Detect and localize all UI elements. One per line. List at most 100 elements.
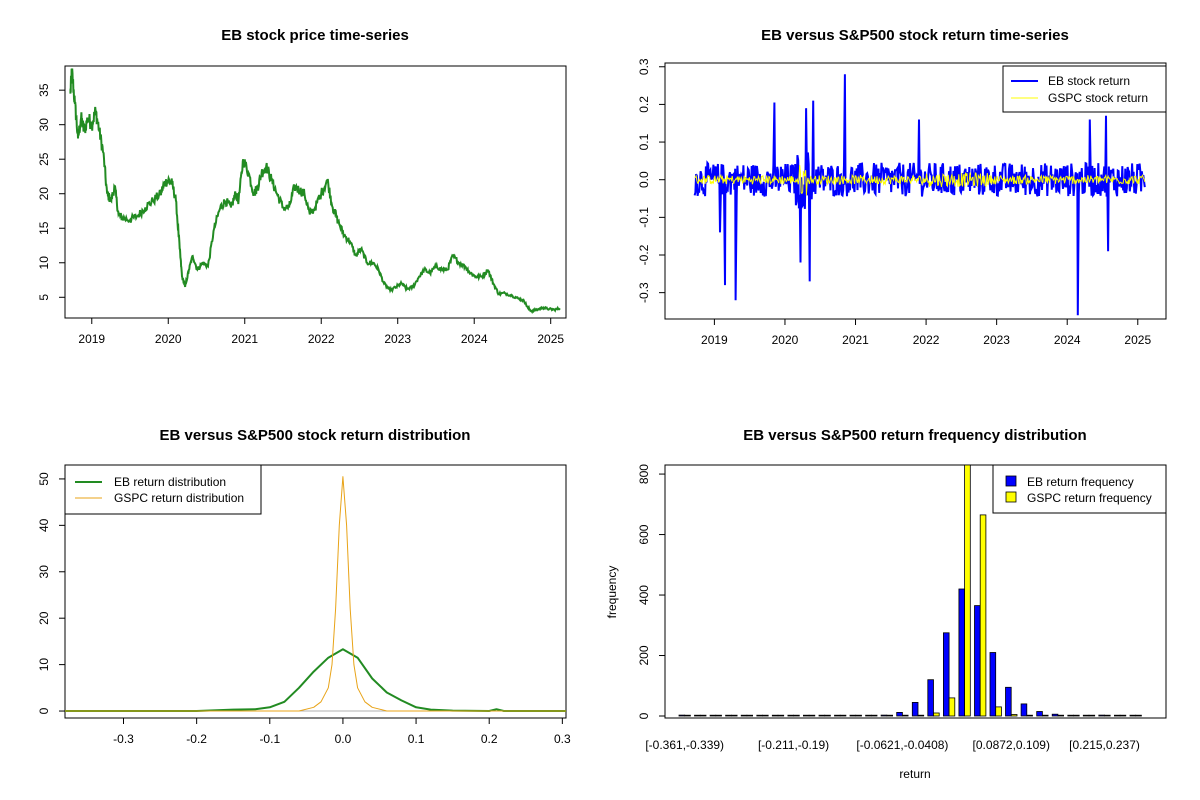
y-tick-label: 0.3: [637, 58, 651, 75]
gspc-frequency-bar: [762, 714, 769, 717]
x-tick-label: [-0.211,-0.19): [758, 738, 829, 752]
eb-frequency-bar: [834, 714, 841, 717]
gspc-frequency-bar: [824, 714, 831, 717]
legend-swatch-gspc: [1005, 491, 1017, 503]
y-tick-label: 600: [637, 524, 651, 544]
y-tick-label: 30: [37, 118, 51, 132]
return-timeseries-legend: EB stock return GSPC stock return: [1002, 65, 1167, 113]
eb-frequency-bar: [1036, 711, 1043, 717]
gspc-frequency-bar: [839, 714, 847, 717]
gspc-frequency-bar: [870, 714, 878, 717]
gspc-frequency-bar: [886, 714, 894, 717]
eb-frequency-bar: [943, 632, 950, 717]
histogram-plot-frame: [664, 464, 1167, 719]
eb-frequency-bar: [974, 605, 981, 717]
gspc-frequency-bar: [731, 714, 738, 717]
gspc-frequency-bar: [917, 714, 925, 717]
x-tick-label: 2021: [842, 333, 869, 347]
price-chart-title: EB stock price time-series: [221, 27, 409, 44]
legend-gspc-label: GSPC return frequency: [1027, 491, 1152, 505]
y-tick-label: 30: [37, 565, 51, 579]
histogram-x-label: return: [899, 767, 930, 781]
price-plot-frame: [64, 65, 567, 319]
legend-eb-label: EB return frequency: [1027, 475, 1134, 489]
price-chart-panel: EB stock price time-series 2019 2020 2021 2…: [37, 27, 567, 346]
y-tick-label: 10: [37, 658, 51, 672]
y-tick-label: 0.0: [637, 171, 651, 188]
eb-frequency-bar: [1020, 703, 1028, 717]
gspc-frequency-bar: [1119, 714, 1127, 717]
y-tick-label: 25: [37, 152, 51, 166]
eb-frequency-bar: [1051, 713, 1059, 717]
distribution-plot-frame: [64, 464, 567, 719]
x-tick-label: 2020: [772, 333, 799, 347]
x-tick-label: 2025: [537, 332, 564, 346]
gspc-frequency-bar: [1042, 714, 1049, 717]
y-tick-label: 20: [37, 187, 51, 201]
x-tick-label: [-0.361,-0.339): [645, 738, 724, 752]
x-tick-label: [0.0872,0.109): [973, 738, 1050, 752]
gspc-frequency-bar: [1057, 714, 1065, 717]
gspc-frequency-bar: [715, 714, 722, 717]
y-tick-label: 0.2: [637, 96, 651, 113]
x-tick-label: 0.0: [335, 732, 352, 746]
x-tick-label: 2024: [1054, 333, 1081, 347]
eb-frequency-bar: [849, 714, 857, 717]
x-tick-label: 2019: [78, 332, 105, 346]
eb-frequency-bar: [1129, 714, 1137, 717]
y-tick-label: -0.2: [637, 244, 651, 265]
y-tick-label: 0: [37, 707, 51, 714]
gspc-frequency-bar: [1135, 714, 1142, 717]
x-tick-label: -0.1: [259, 732, 280, 746]
eb-frequency-bar: [927, 679, 934, 717]
x-tick-label: [-0.0621,-0.0408): [856, 738, 948, 752]
legend-box: [992, 464, 1167, 514]
gspc-frequency-bar: [777, 714, 785, 717]
y-tick-label: 200: [637, 645, 651, 665]
eb-frequency-bar: [709, 714, 717, 717]
gspc-frequency-bar: [979, 514, 987, 717]
eb-frequency-bar: [694, 714, 701, 717]
x-tick-label: 2021: [231, 332, 258, 346]
return-timeseries-panel: EB versus S&P500 stock return time-serie…: [637, 27, 1167, 347]
legend-box: [64, 464, 262, 515]
eb-frequency-bar: [740, 714, 748, 717]
y-tick-label: -0.3: [637, 282, 651, 303]
gspc-frequency-bar: [699, 714, 707, 717]
gspc-frequency-bar: [1088, 714, 1096, 717]
return-distribution-panel: EB versus S&P500 stock return distributi…: [37, 427, 571, 746]
x-tick-label: 2023: [983, 333, 1010, 347]
x-tick-label: 0.3: [554, 732, 571, 746]
y-tick-label: 35: [37, 83, 51, 97]
legend-swatch-eb: [1005, 475, 1017, 487]
histogram-title: EB versus S&P500 return frequency distri…: [743, 427, 1086, 444]
gspc-frequency-bar: [902, 714, 909, 717]
y-tick-label: 5: [37, 294, 51, 301]
eb-frequency-bar: [1067, 714, 1074, 717]
eb-return-line: [693, 74, 1146, 316]
eb-frequency-bar: [896, 712, 903, 717]
gspc-frequency-bar: [1010, 714, 1018, 717]
eb-frequency-bar: [880, 714, 888, 717]
eb-frequency-bar: [803, 714, 810, 717]
eb-frequency-bar: [771, 714, 779, 717]
gspc-frequency-bar: [948, 697, 956, 717]
distribution-legend: EB return distribution GSPC return distr…: [64, 464, 262, 515]
gspc-frequency-bar: [1104, 714, 1111, 717]
gspc-frequency-bar: [1026, 714, 1033, 717]
x-tick-label: 2024: [461, 332, 488, 346]
eb-frequency-bar: [958, 588, 966, 717]
legend-eb-label: EB return distribution: [114, 475, 226, 489]
gspc-frequency-bar: [808, 714, 816, 717]
gspc-return-line: [694, 165, 1146, 196]
eb-frequency-bar: [756, 714, 763, 717]
y-tick-label: 20: [37, 611, 51, 625]
gspc-frequency-bar: [793, 714, 800, 717]
eb-frequency-bar: [1082, 714, 1090, 717]
legend-box: [1002, 65, 1167, 113]
gspc-frequency-bar: [964, 464, 971, 717]
eb-frequency-bar: [1098, 714, 1105, 717]
eb-frequency-bar: [725, 714, 732, 717]
